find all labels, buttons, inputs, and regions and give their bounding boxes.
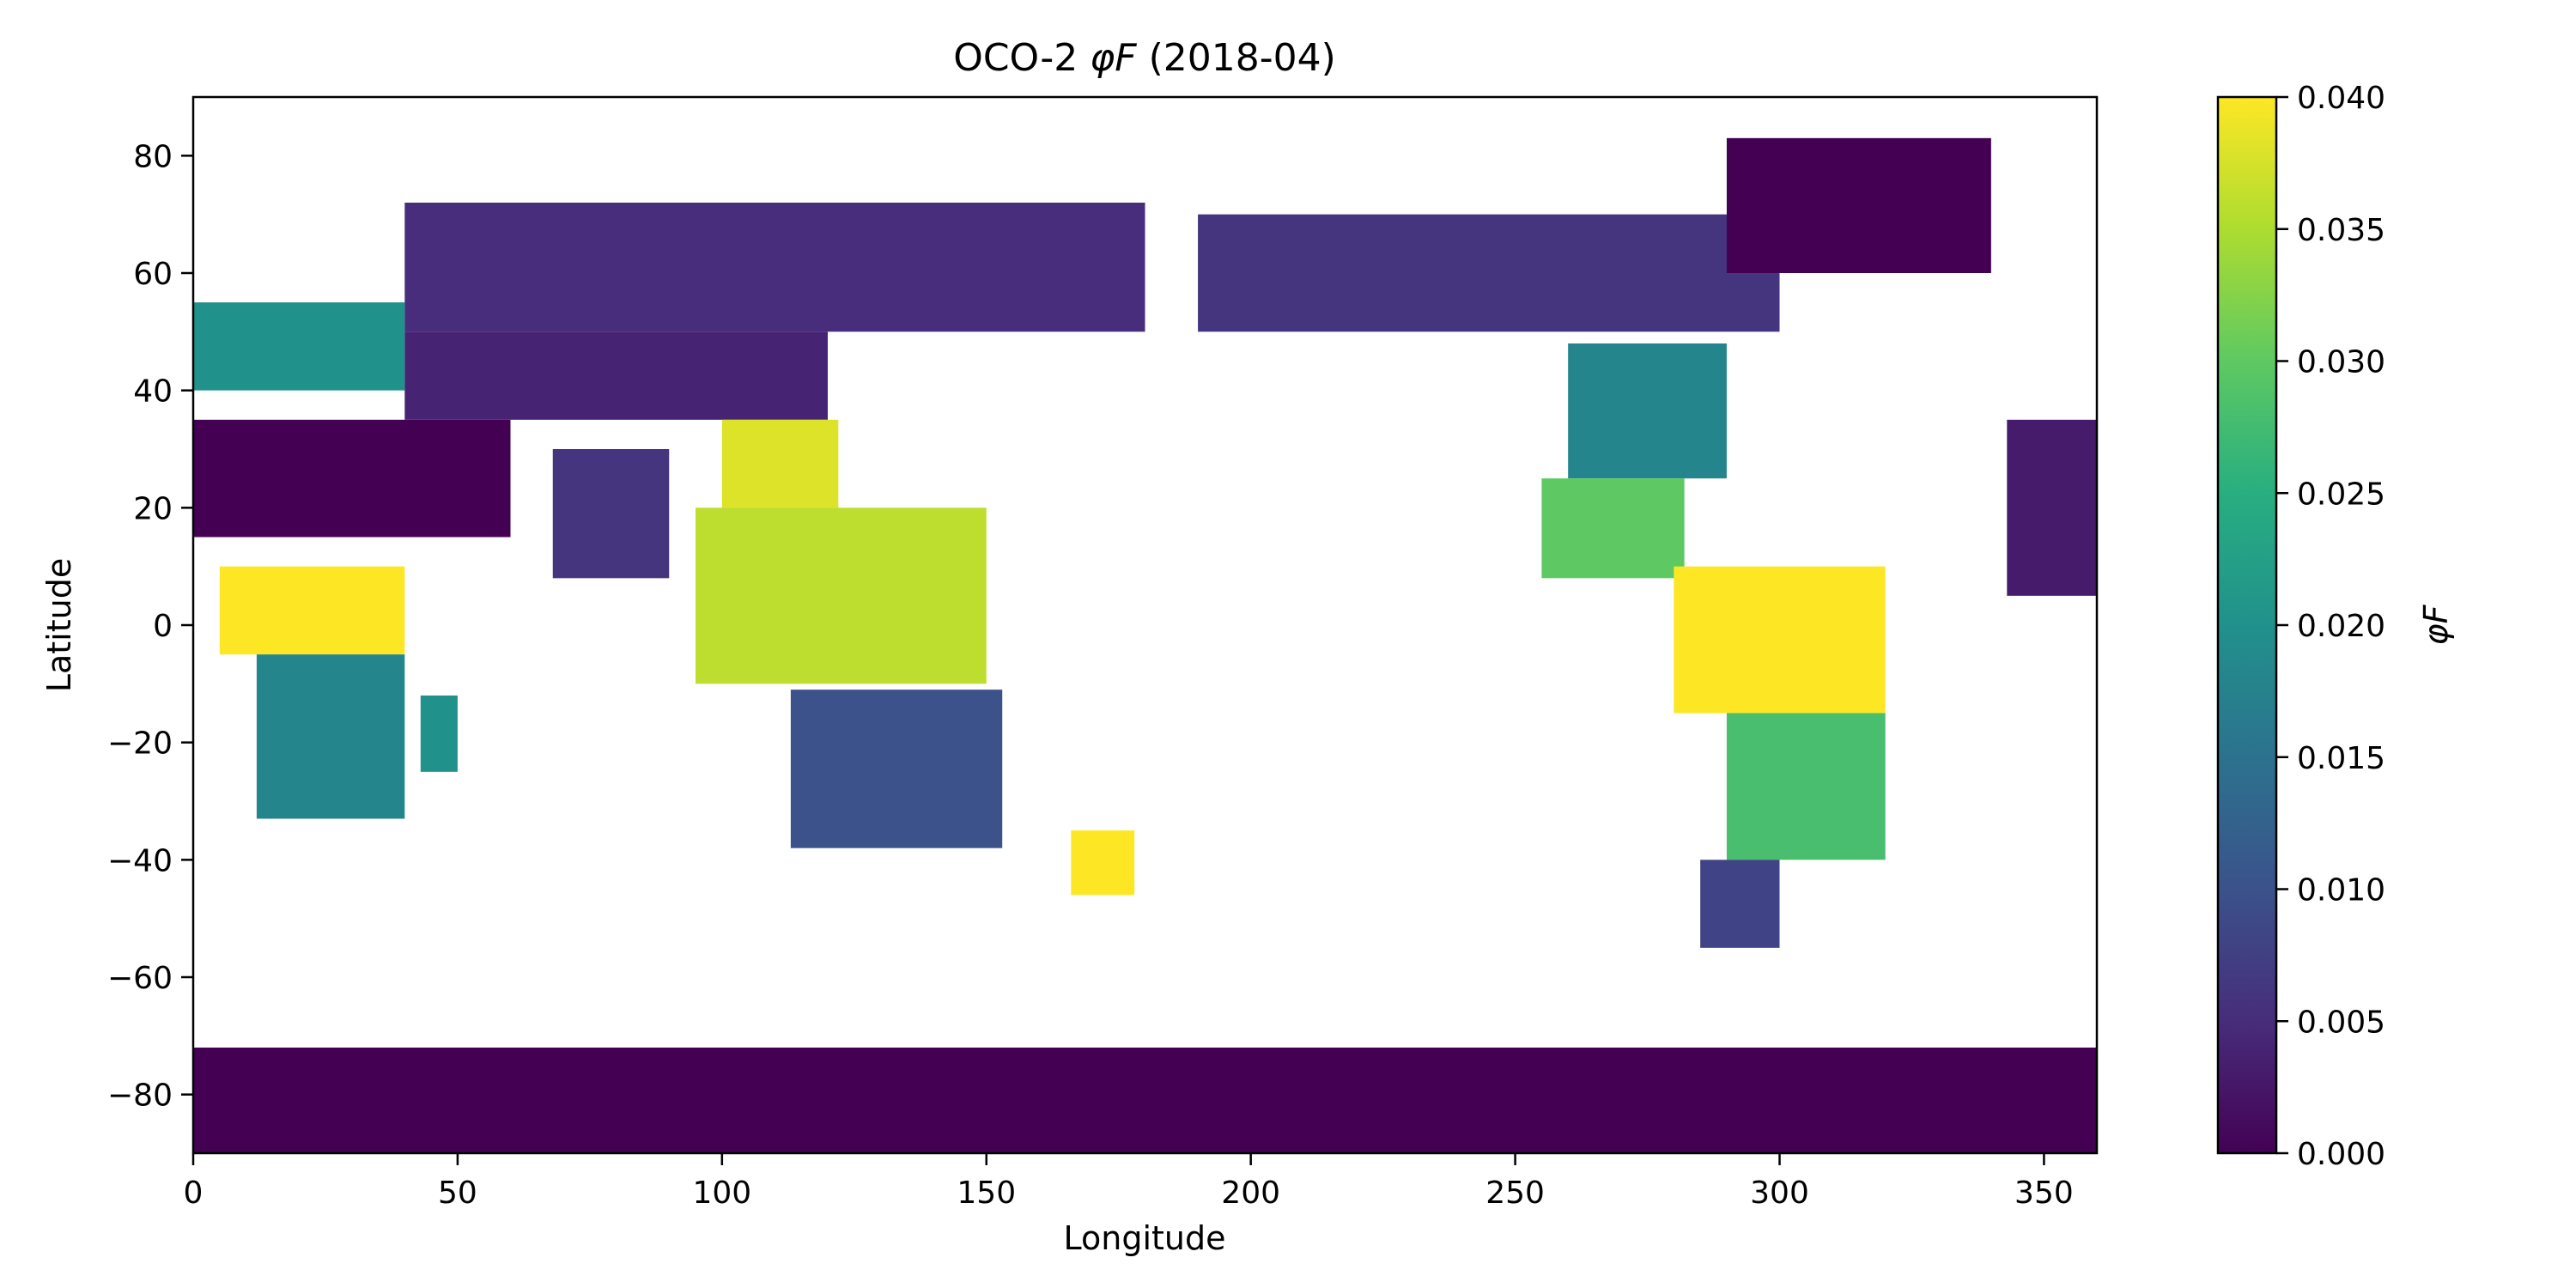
heatmap-region [193, 419, 511, 538]
heatmap-region [219, 566, 405, 655]
x-axis: 0 50 100 150 200 250 300 350 [184, 1153, 2074, 1211]
x-tick-label: 100 [692, 1176, 751, 1211]
y-axis-label: Latitude [40, 558, 78, 692]
heatmap-region [420, 696, 458, 772]
x-tick-label: 50 [438, 1176, 477, 1211]
x-tick-label: 300 [1750, 1176, 1809, 1211]
y-tick-label: 60 [133, 257, 173, 292]
colorbar-tick-label: 0.010 [2297, 873, 2385, 908]
heatmap-region [404, 203, 1145, 332]
heatmap-region [193, 1048, 2097, 1153]
colorbar-axis: 0.000 0.005 0.010 0.015 0.020 0.025 0.030 0.035… [2276, 81, 2385, 1172]
colorbar-tick-label: 0.015 [2297, 741, 2385, 776]
heatmap-region [193, 302, 405, 391]
heatmap-region [256, 654, 405, 819]
heatmap-region [1674, 566, 1886, 714]
heatmap-region [721, 419, 839, 508]
colorbar-tick-label: 0.035 [2297, 213, 2385, 248]
colorbar [2216, 95, 2278, 1155]
colorbar-tick-label: 0.020 [2297, 609, 2385, 644]
y-tick-label: 0 [153, 609, 173, 644]
x-axis-label: Longitude [1064, 1219, 1226, 1257]
colorbar-tick-label: 0.040 [2297, 81, 2385, 116]
y-tick-label: −40 [107, 843, 173, 878]
heatmap-region [790, 690, 1003, 848]
y-tick-label: 80 [133, 139, 173, 174]
heatmap-region [1198, 214, 1780, 332]
y-tick-label: 40 [133, 374, 173, 410]
heatmap-region [404, 331, 828, 420]
y-tick-label: −20 [107, 726, 173, 762]
x-tick-label: 200 [1221, 1176, 1280, 1211]
chart-title: OCO-2 φF (2018-04) [953, 36, 1336, 80]
heatmap-region [1071, 830, 1135, 896]
x-tick-label: 350 [2014, 1176, 2074, 1211]
heatmap-cells [193, 137, 2097, 1153]
y-tick-label: −80 [107, 1078, 173, 1114]
heatmap-region [1568, 343, 1727, 479]
y-axis: 80 60 40 20 0 −20 −40 −60 −80 [107, 139, 193, 1114]
y-tick-label: 20 [133, 491, 173, 526]
colorbar-tick-label: 0.030 [2297, 345, 2385, 380]
colorbar-label: φF [2417, 604, 2455, 645]
heatmap-region [696, 507, 987, 684]
x-tick-label: 250 [1485, 1176, 1545, 1211]
heatmap-region [2007, 419, 2097, 596]
heatmap-region [1700, 860, 1780, 948]
heatmap-region [1541, 478, 1685, 579]
x-tick-label: 0 [184, 1176, 204, 1211]
heatmap-region [552, 449, 670, 579]
colorbar-tick-label: 0.025 [2297, 477, 2385, 512]
heatmap-region [1726, 137, 1991, 273]
y-tick-label: −60 [107, 961, 173, 996]
colorbar-tick-label: 0.000 [2297, 1137, 2385, 1172]
heatmap-region [1726, 713, 1886, 860]
x-tick-label: 150 [957, 1176, 1016, 1211]
colorbar-tick-label: 0.005 [2297, 1005, 2385, 1040]
